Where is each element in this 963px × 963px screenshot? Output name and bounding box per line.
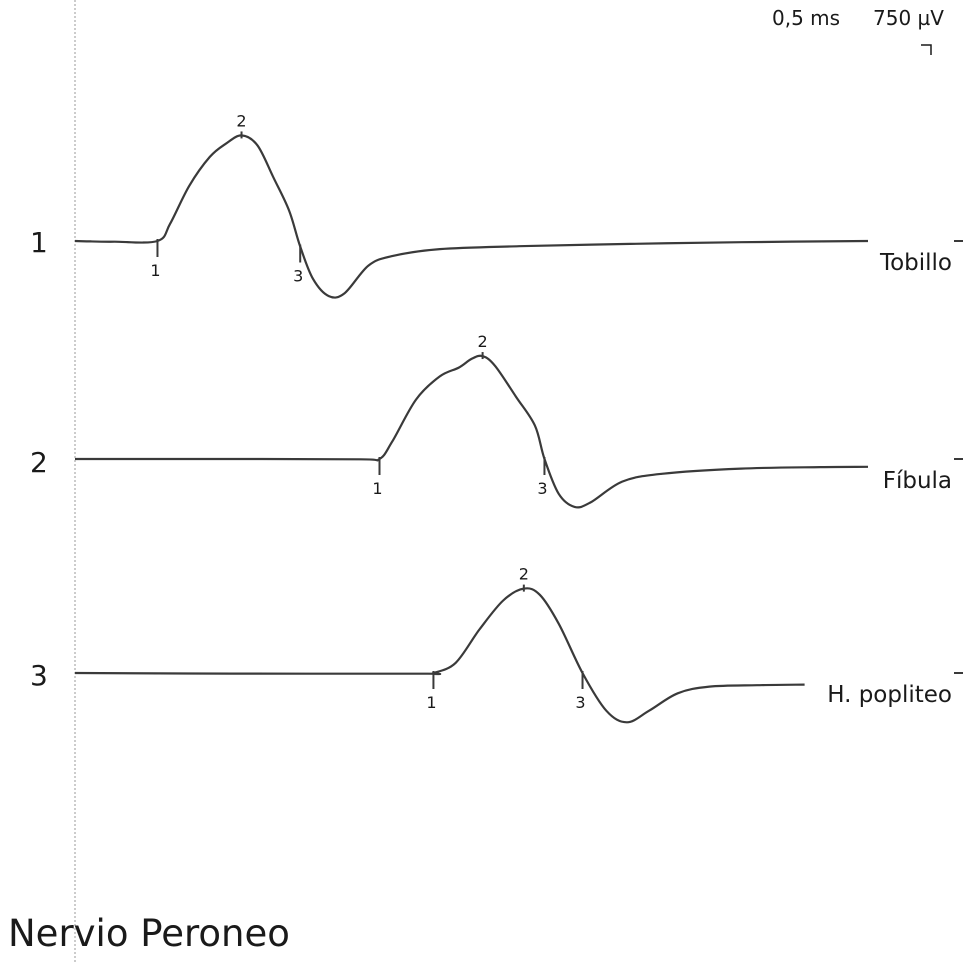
marker-label: 1 xyxy=(426,693,436,712)
marker-label: 2 xyxy=(519,565,529,584)
marker-label: 2 xyxy=(236,111,246,130)
trace-group-3: 3 H. popliteo 1 2 3 xyxy=(30,565,963,724)
marker-label: 3 xyxy=(293,267,303,286)
nerve-title: Nervio Peroneo xyxy=(8,912,290,955)
waveform-trace xyxy=(74,587,805,724)
channel-number: 2 xyxy=(30,446,48,479)
marker-label: 1 xyxy=(150,261,160,280)
channel-number: 3 xyxy=(30,659,48,692)
marker-label: 3 xyxy=(575,693,585,712)
site-label: Tobillo xyxy=(879,250,952,276)
amplitude-scale-label: 750 µV xyxy=(873,6,944,30)
site-label: H. popliteo xyxy=(827,682,952,708)
waveform-trace xyxy=(75,354,869,509)
marker-label: 3 xyxy=(537,479,547,498)
channel-number: 1 xyxy=(30,226,48,259)
marker-label: 2 xyxy=(478,332,488,351)
waveform-trace xyxy=(74,134,869,299)
marker-label: 1 xyxy=(372,479,382,498)
time-scale-label: 0,5 ms xyxy=(772,6,841,30)
trace-group-1: 1 Tobillo 1 2 3 xyxy=(30,111,963,299)
site-label: Fíbula xyxy=(883,468,952,494)
scale-corner-mark xyxy=(921,44,932,55)
trace-group-2: 2 Fíbula 1 2 3 xyxy=(30,332,963,509)
